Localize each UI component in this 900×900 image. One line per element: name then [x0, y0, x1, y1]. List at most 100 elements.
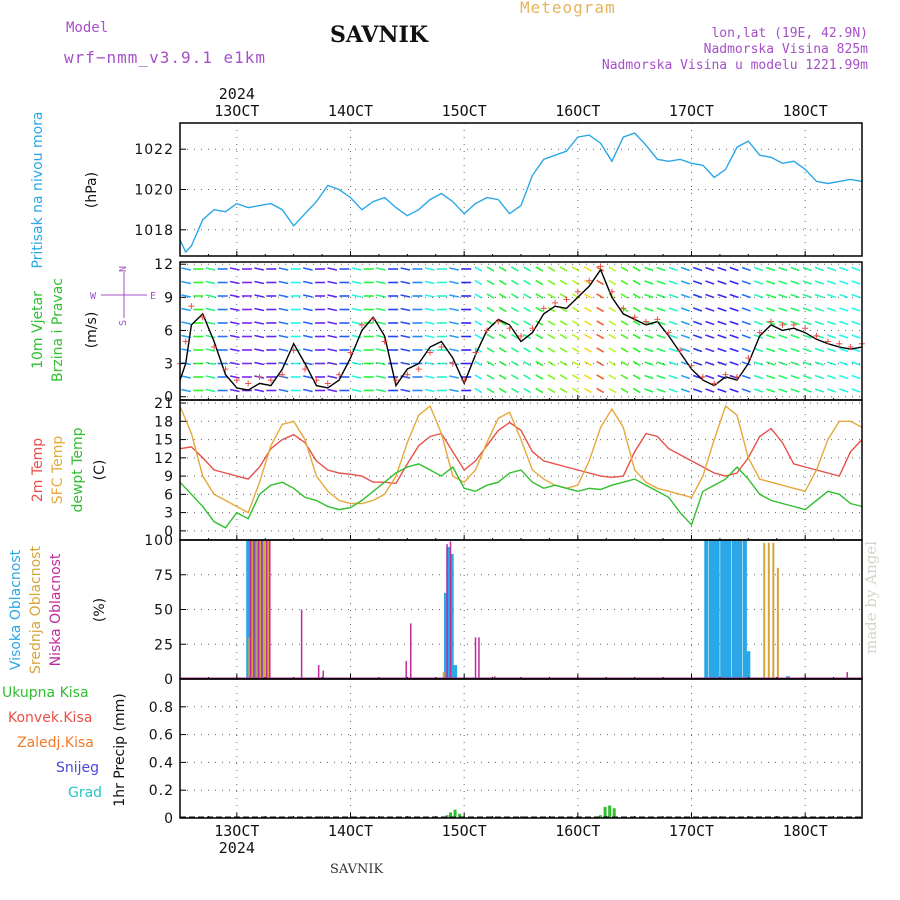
cloud-bar-mid [442, 672, 445, 679]
top-x-label: 13OCT [214, 102, 259, 120]
wind-arrow [717, 320, 727, 326]
wind-arrow [278, 348, 289, 352]
wind-arrow [205, 294, 216, 298]
wind-arrow [584, 374, 592, 380]
wind-arrow [632, 320, 641, 326]
wind-gust-marker [381, 338, 388, 345]
wind-arrow [486, 306, 495, 313]
wind-arrow [229, 321, 240, 325]
wind-arrow [303, 307, 313, 312]
cloud-bar-low [322, 670, 324, 679]
wind-arrow [510, 333, 519, 340]
wind-arrow [351, 375, 362, 379]
wind-arrow [510, 360, 519, 367]
pressure-ytick-label: 1022 [134, 142, 174, 158]
wind-arrow [376, 294, 386, 298]
wind-arrow [498, 306, 507, 313]
wind-arrow [181, 321, 191, 325]
wind-arrow [254, 388, 265, 393]
wind-gust-marker [506, 325, 513, 332]
wind-arrow [656, 280, 666, 285]
wind-arrow [608, 266, 617, 272]
wind-arrow [510, 387, 519, 394]
wind-arrow [692, 280, 703, 285]
wind-arrow [181, 267, 191, 271]
pressure-ytick-label: 1018 [134, 223, 174, 239]
wind-gust-marker [711, 380, 718, 387]
temp-ytick-label: 9 [164, 469, 174, 485]
wind-arrow [632, 279, 641, 286]
wind-gust-marker [199, 314, 206, 321]
wind-arrow [547, 279, 556, 286]
model-label: Model [66, 20, 109, 36]
wind-arrow [424, 267, 435, 271]
wind-arrow [535, 374, 544, 380]
wind-arrow [535, 387, 544, 394]
wind-arrow [535, 347, 544, 353]
wind-arrow [327, 348, 338, 352]
wind-arrow [644, 361, 654, 366]
wind-arrow [668, 320, 678, 326]
wind-arrow [790, 266, 800, 272]
wind-arrow [826, 293, 837, 299]
cloud-bar-low [317, 665, 320, 679]
cloud-bar-high [720, 540, 725, 679]
wind-arrow [474, 360, 483, 367]
wind-arrow [766, 347, 776, 353]
wind-arrow [656, 266, 666, 272]
cloud-bar-low [478, 637, 480, 679]
wind-arrow [596, 347, 605, 353]
wind-arrow [826, 374, 837, 380]
wind-arrow [181, 280, 191, 285]
wind-arrow [376, 280, 386, 285]
wind-arrow [729, 388, 739, 393]
wind-arrow [705, 280, 715, 285]
wind-gust-marker [722, 371, 729, 378]
wind-arrow [717, 347, 727, 353]
precip-bar [603, 806, 607, 818]
wind-gust-marker [836, 340, 843, 347]
wind-arrow [254, 280, 265, 285]
wind-arrow [826, 266, 837, 272]
wind-arrow [498, 293, 507, 299]
cloud-bar-high [723, 540, 728, 679]
wind-arrow [753, 280, 764, 285]
cloud-bar-high [449, 553, 454, 679]
wind-gust-marker [290, 347, 297, 354]
wind-arrow [510, 266, 519, 272]
cloud-bar-low [409, 623, 412, 679]
wind-gust-marker [358, 321, 365, 328]
wind-gust-marker [483, 327, 490, 334]
wind-arrow [620, 320, 629, 326]
cloud-bar-low [261, 540, 263, 679]
wind-arrow [400, 321, 411, 325]
wind-arrow [839, 266, 849, 272]
wind-arrow [351, 307, 362, 312]
cloud-bar-mid [763, 542, 766, 679]
temp-line-sfc-temp [179, 404, 863, 514]
cloud-bar-high [742, 540, 747, 679]
cloud-bar-low [846, 672, 848, 679]
wind-arrow [620, 374, 629, 380]
wind-gust-marker [552, 299, 559, 306]
wind-arrow [851, 374, 861, 380]
temp-ytick-label: 6 [164, 487, 174, 503]
wind-arrow [778, 266, 788, 272]
wind-arrow [729, 266, 739, 272]
wind-arrow [278, 375, 289, 379]
wind-arrow [523, 266, 532, 272]
wind-arrow [668, 361, 678, 366]
wind-arrow [632, 293, 641, 299]
wind-arrow [205, 361, 216, 366]
wind-arrow [584, 320, 592, 326]
wind-arrow [547, 374, 556, 380]
pressure-line [179, 132, 863, 254]
cloud-bar-high [712, 540, 717, 679]
wind-gust-marker [404, 371, 411, 378]
wind-arrow [474, 306, 483, 313]
wind-gust-marker [415, 366, 422, 373]
cloud-bar-high [249, 540, 254, 679]
wind-arrow [596, 387, 605, 394]
wind-arrow [644, 374, 654, 380]
